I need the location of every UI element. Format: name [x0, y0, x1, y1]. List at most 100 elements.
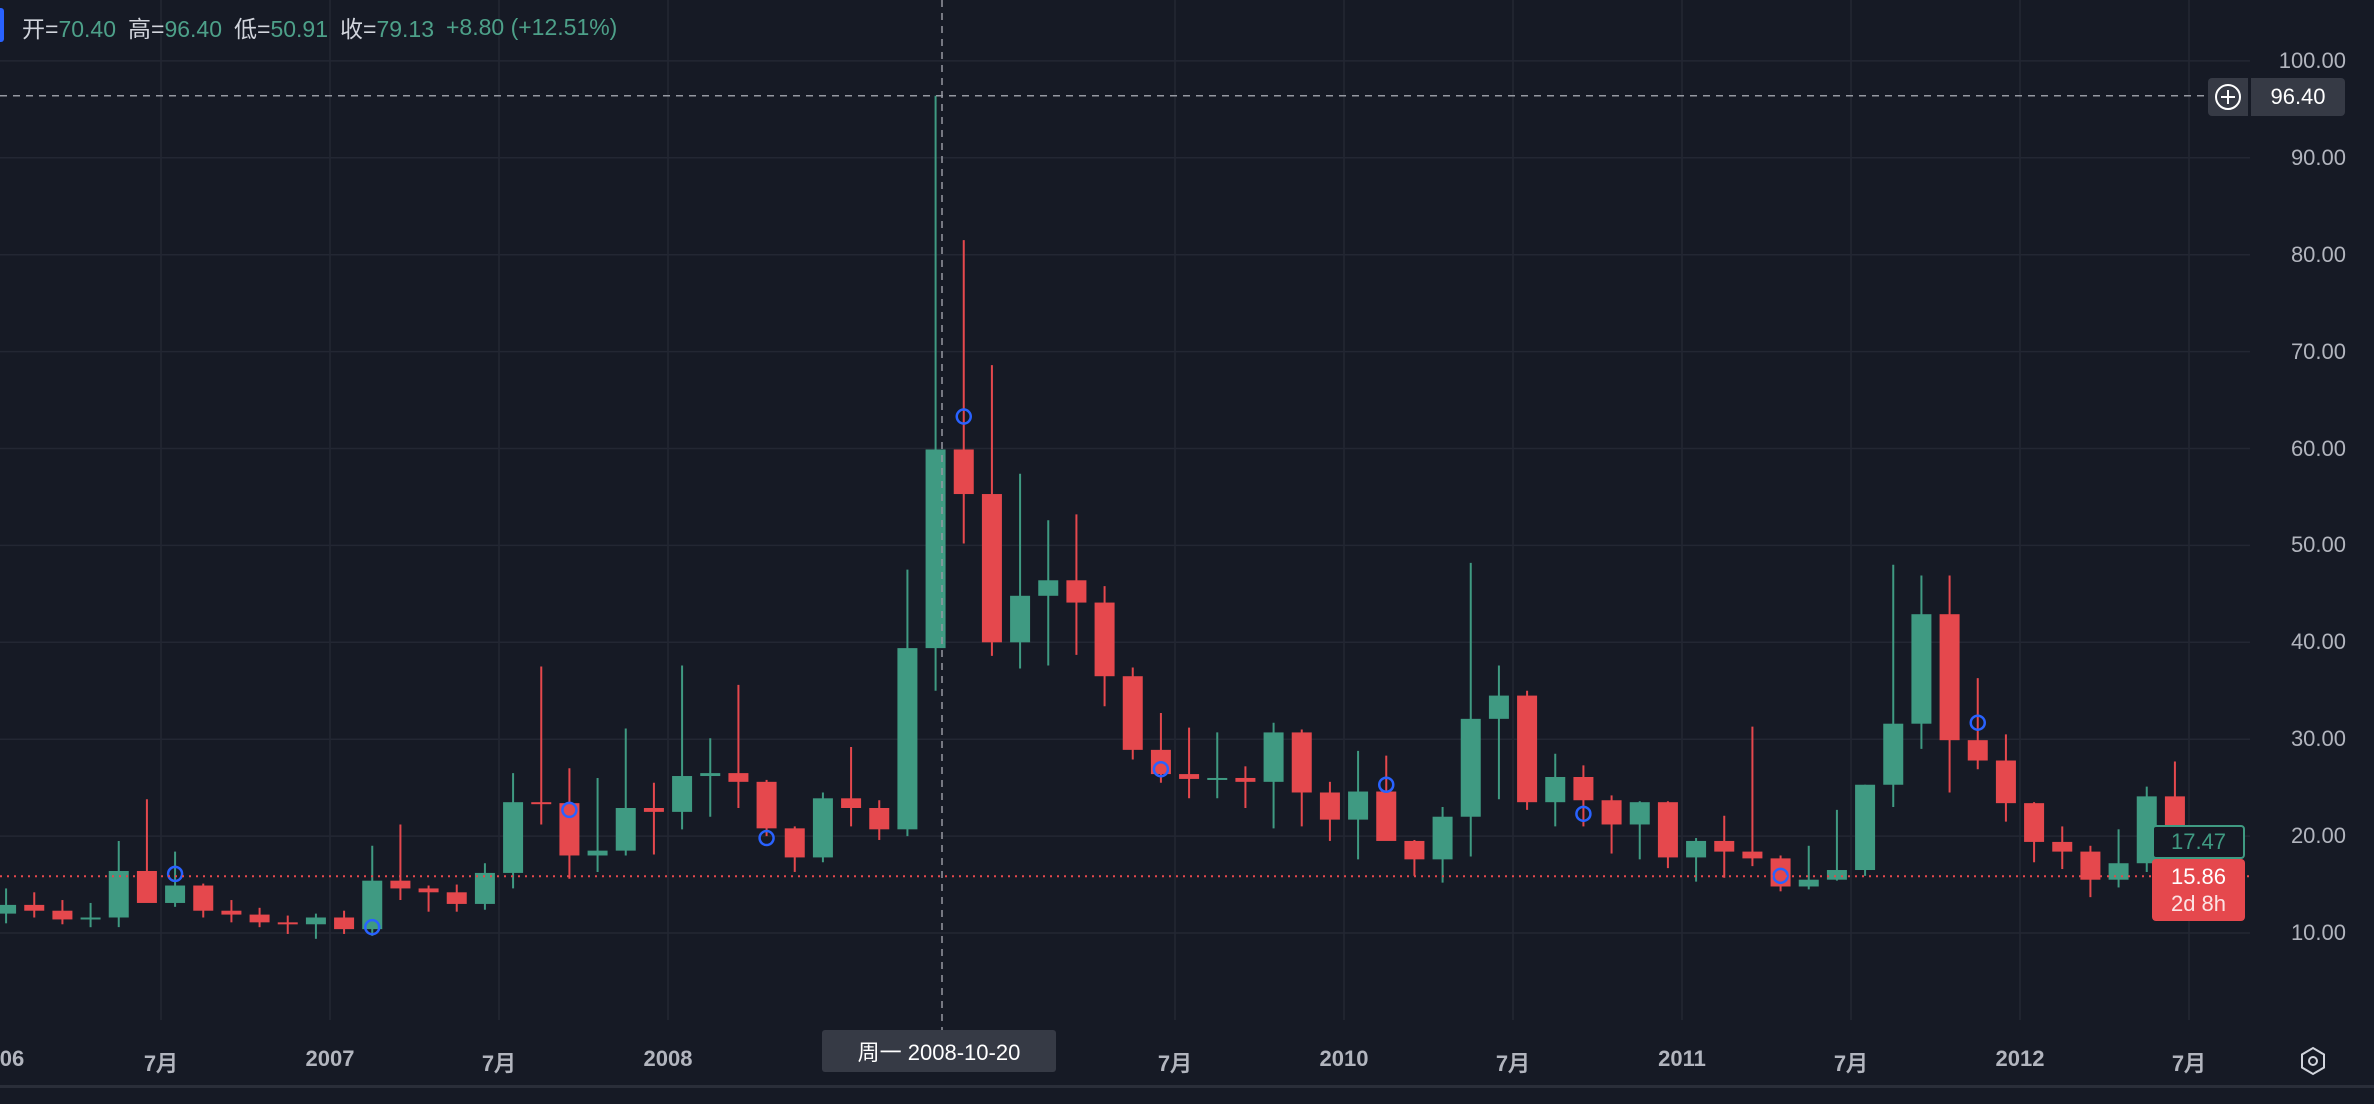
candle-body — [1488, 695, 1509, 719]
candle — [136, 799, 157, 903]
candle — [1967, 678, 1988, 770]
candle-body — [1263, 732, 1284, 782]
candle — [1122, 667, 1143, 760]
candle — [474, 863, 495, 910]
candle-body — [1742, 851, 1763, 859]
candle-body — [1967, 740, 1988, 761]
candle — [756, 779, 777, 837]
candlestick-chart[interactable] — [0, 0, 2250, 1040]
candle — [841, 746, 862, 827]
low-label: 低= — [234, 16, 271, 42]
candle-body — [334, 917, 355, 930]
candle-body — [672, 776, 693, 812]
candle-body — [700, 773, 721, 777]
candle — [1883, 564, 1904, 808]
event-marker — [364, 918, 381, 936]
candle — [1291, 729, 1312, 827]
candle — [193, 883, 214, 918]
candle — [1939, 575, 1960, 793]
open-value: 70.40 — [58, 16, 116, 42]
candle-body — [80, 917, 101, 920]
candle-body — [305, 917, 326, 925]
candle-body — [193, 885, 214, 911]
candle-body — [1657, 802, 1678, 858]
candle-body — [474, 872, 495, 904]
candle-body — [0, 904, 17, 914]
current-price-label: 15.86 2d 8h — [2152, 859, 2245, 921]
candle-body — [1629, 802, 1650, 825]
grid — [0, 0, 2250, 1020]
candle-body — [2080, 851, 2101, 880]
candle — [1348, 750, 1369, 860]
candle — [1094, 586, 1115, 707]
candle — [672, 665, 693, 830]
candle-body — [953, 449, 974, 495]
candle-body — [1010, 595, 1031, 643]
candle — [728, 684, 749, 808]
candle — [812, 792, 833, 863]
candle — [503, 773, 524, 889]
candle — [108, 840, 129, 928]
candle-body — [2024, 803, 2045, 842]
time-tick-label: 2012 — [1995, 1046, 2045, 1071]
price-tick-label: 70.00 — [2290, 338, 2346, 364]
candle — [2136, 786, 2157, 872]
candle-body — [1826, 870, 1847, 880]
candle — [643, 782, 664, 855]
candle-body — [615, 807, 636, 851]
candle — [1235, 766, 1256, 808]
close-value: 79.13 — [376, 16, 434, 42]
candle — [869, 800, 890, 840]
candle — [1601, 795, 1622, 854]
candle-body — [1348, 791, 1369, 820]
price-tick-label: 90.00 — [2290, 144, 2346, 170]
candle-body — [418, 888, 439, 893]
candle-body — [249, 914, 270, 923]
event-marker — [1772, 867, 1789, 885]
price-tick-label: 100.00 — [2278, 47, 2346, 73]
candle — [1573, 765, 1594, 827]
crosshair-lines — [0, 0, 2250, 1030]
candle — [1798, 845, 1819, 890]
candle — [1686, 838, 1707, 882]
candle — [1826, 809, 1847, 881]
candle — [1488, 665, 1509, 800]
crosshair-add-button[interactable] — [2208, 78, 2248, 116]
bottom-border — [0, 1085, 2374, 1088]
event-marker — [166, 865, 184, 883]
candle — [1010, 473, 1031, 669]
candle-body — [136, 870, 157, 903]
candle-body — [221, 910, 242, 915]
candle-body — [925, 449, 946, 649]
candle — [0, 888, 17, 924]
time-tick-label: 2008 — [643, 1046, 693, 1071]
candle — [1742, 726, 1763, 867]
candle — [390, 824, 411, 901]
chart-settings-button[interactable] — [2296, 1044, 2330, 1078]
time-tick-label: 7月 — [2171, 1051, 2207, 1076]
candle-body — [756, 781, 777, 829]
time-tick-label: 2010 — [1319, 1046, 1369, 1071]
candle — [165, 851, 186, 907]
candle-body — [1319, 792, 1340, 820]
candle-body — [784, 828, 805, 858]
candle-body — [981, 494, 1002, 643]
candle-body — [1995, 760, 2016, 804]
price-tick-label: 60.00 — [2290, 435, 2346, 461]
time-tick-label: 06 — [0, 1046, 25, 1071]
candle — [925, 95, 946, 691]
candle — [1376, 755, 1397, 841]
candle — [587, 777, 608, 872]
candle — [981, 365, 1002, 656]
time-tick-label: 7月 — [481, 1051, 517, 1076]
candle-body — [841, 798, 862, 808]
candle — [1066, 514, 1087, 655]
candle-body — [1798, 879, 1819, 887]
candle-body — [1686, 840, 1707, 858]
time-tick-label: 2007 — [305, 1046, 355, 1071]
price-tick-label: 80.00 — [2290, 241, 2346, 267]
candle-body — [446, 892, 467, 904]
ohlc-legend: 开=70.40 高=96.40 低=50.91 收=79.13 +8.80 (+… — [22, 10, 617, 44]
event-marker — [1969, 714, 1986, 731]
candle-body — [1066, 580, 1087, 603]
